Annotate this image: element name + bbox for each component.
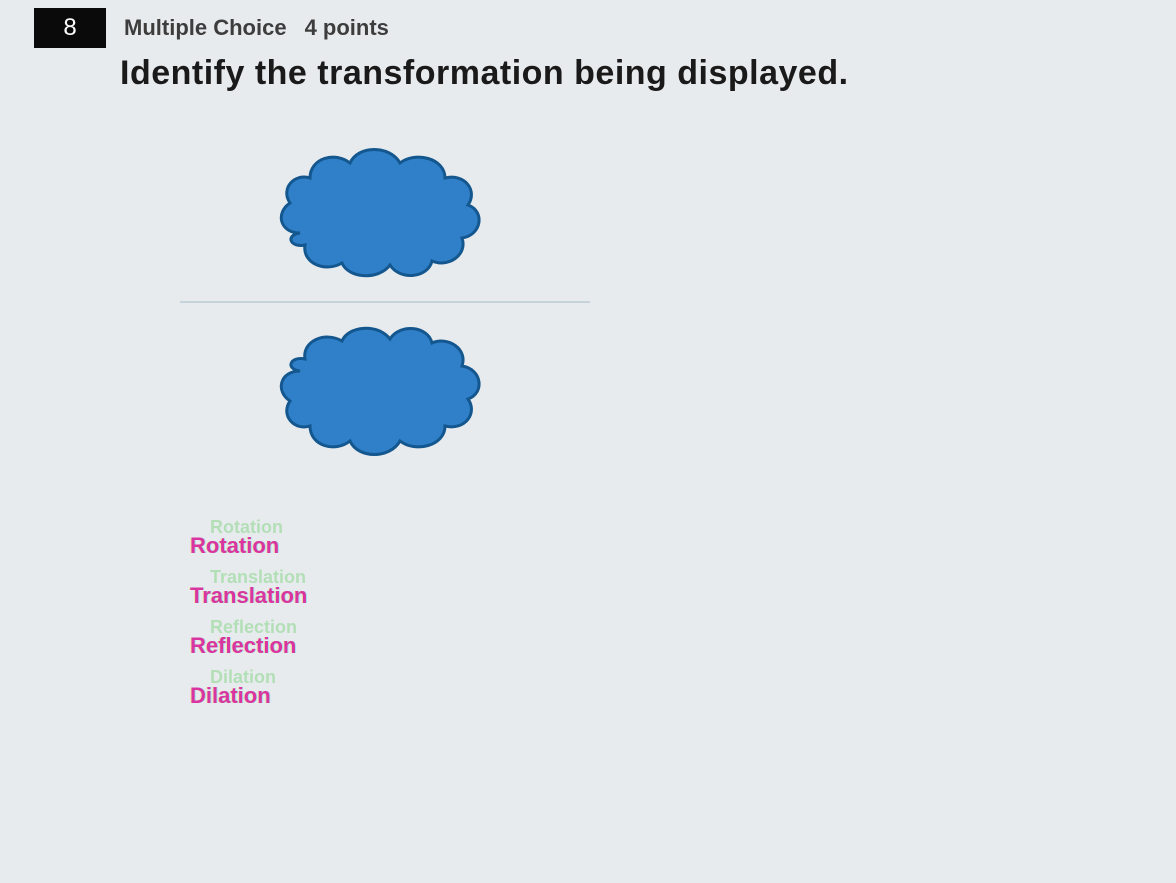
question-header: 8 Multiple Choice 4 points xyxy=(0,0,1176,48)
option-ghost: Rotation xyxy=(210,517,283,538)
option-translation[interactable]: Translation Translation xyxy=(190,571,1176,621)
question-number: 8 xyxy=(34,8,106,48)
transformation-figure xyxy=(0,93,1176,481)
option-reflection[interactable]: Reflection Reflection xyxy=(190,621,1176,671)
cloud-top xyxy=(200,123,560,293)
cloud-bottom xyxy=(200,311,560,481)
cloud-top-icon xyxy=(250,123,510,293)
option-ghost: Reflection xyxy=(210,617,297,638)
question-prompt: Identify the transformation being displa… xyxy=(0,48,1176,93)
option-ghost: Dilation xyxy=(210,667,276,688)
option-rotation[interactable]: Rotation Rotation xyxy=(190,521,1176,571)
question-type-label: Multiple Choice xyxy=(124,15,287,41)
answer-options: Rotation Rotation Translation Translatio… xyxy=(0,481,1176,721)
mirror-line xyxy=(180,301,590,303)
option-dilation[interactable]: Dilation Dilation xyxy=(190,671,1176,721)
cloud-bottom-icon xyxy=(250,311,510,481)
option-ghost: Translation xyxy=(210,567,306,588)
question-points-label: 4 points xyxy=(305,15,389,41)
